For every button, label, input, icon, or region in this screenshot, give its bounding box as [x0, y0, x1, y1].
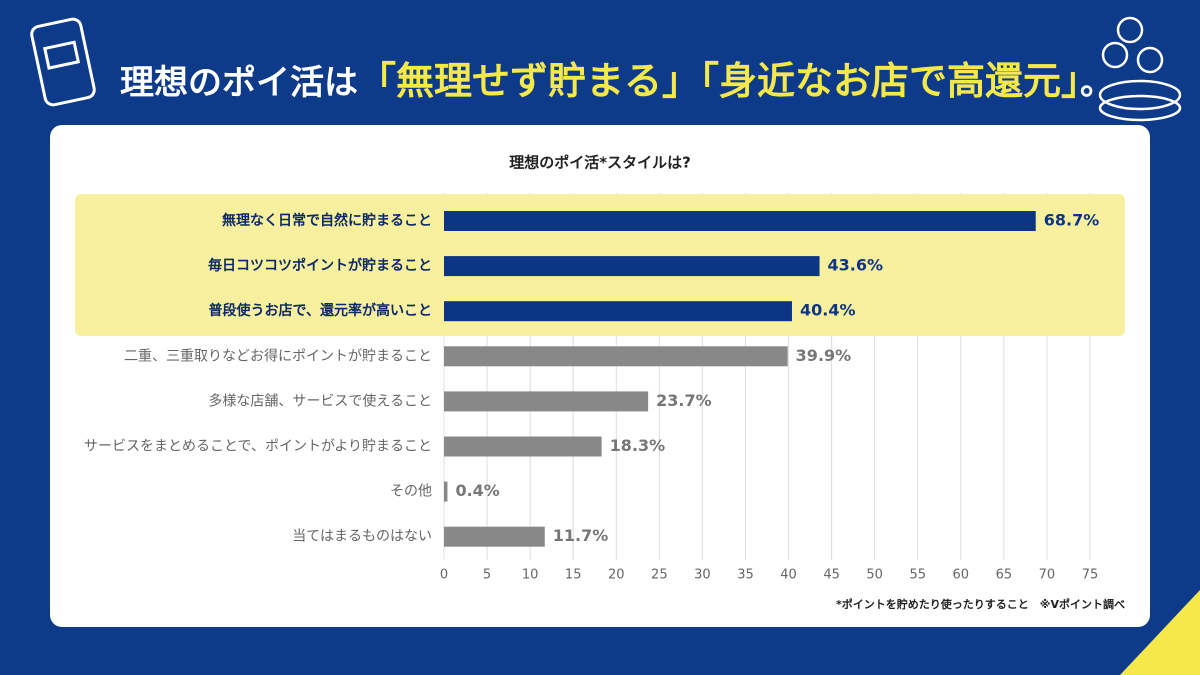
- bar: [444, 211, 1036, 231]
- x-tick-label: 65: [996, 568, 1013, 583]
- phone-icon: [30, 17, 96, 107]
- value-label: 11.7%: [553, 526, 609, 545]
- y-tick-label: 普段使うお店で、還元率が高いこと: [209, 302, 432, 319]
- bar: [444, 301, 792, 322]
- x-tick-label: 25: [651, 568, 668, 583]
- value-label: 23.7%: [656, 391, 712, 410]
- y-tick-label: 毎日コツコツポイントが貯まること: [208, 257, 432, 274]
- x-tick-label: 5: [483, 568, 491, 583]
- chart-title: 理想のポイ活*スタイルは?: [509, 154, 691, 172]
- x-tick-label: 55: [909, 568, 926, 583]
- y-tick-label: 当てはまるものはない: [292, 529, 432, 545]
- bar: [444, 436, 602, 457]
- bar: [444, 391, 649, 412]
- y-tick-label: 二重、三重取りなどお得にポイントが貯まること: [124, 347, 432, 364]
- value-label: 40.4%: [800, 301, 856, 320]
- header-title: 理想のポイ活は「無理せず貯まる」「身近なお店で高還元」。: [120, 50, 1114, 105]
- value-label: 0.4%: [455, 481, 499, 500]
- x-tick-label: 15: [565, 568, 582, 583]
- value-label: 18.3%: [610, 436, 666, 455]
- x-tick-label: 50: [866, 568, 883, 583]
- x-tick-label: 30: [694, 568, 711, 583]
- x-tick-label: 60: [953, 568, 970, 583]
- x-tick-label: 45: [823, 568, 840, 583]
- value-label: 43.6%: [828, 256, 884, 275]
- bar: [444, 481, 448, 502]
- decor-stripe: [1120, 590, 1200, 675]
- y-tick-label: その他: [390, 484, 432, 500]
- value-label: 39.9%: [796, 346, 852, 365]
- x-tick-label: 10: [522, 568, 539, 583]
- title-part: 理想のポイ活は: [120, 63, 358, 103]
- bar: [444, 256, 820, 277]
- x-tick-label: 75: [1082, 568, 1099, 583]
- x-tick-label: 20: [608, 568, 625, 583]
- x-tick-label: 35: [737, 568, 754, 583]
- x-tick-label: 0: [440, 568, 448, 583]
- y-tick-label: サービスをまとめることで、ポイントがより貯まること: [84, 439, 432, 455]
- footnote: *ポイントを貯めたり使ったりすること ※Vポイント調べ: [836, 597, 1125, 611]
- title-part: 。: [1080, 63, 1115, 103]
- x-tick-label: 40: [780, 568, 797, 583]
- y-tick-label: 無理なく日常で自然に貯まること: [222, 212, 432, 229]
- value-label: 68.7%: [1044, 211, 1100, 230]
- coins-icon: [1098, 16, 1182, 122]
- y-tick-label: 多様な店舗、サービスで使えること: [208, 392, 432, 409]
- title-highlight: 「無理せず貯まる」「身近なお店で高還元」: [358, 59, 1081, 103]
- x-tick-label: 70: [1039, 568, 1056, 583]
- bar: [444, 346, 788, 367]
- bar: [444, 526, 545, 547]
